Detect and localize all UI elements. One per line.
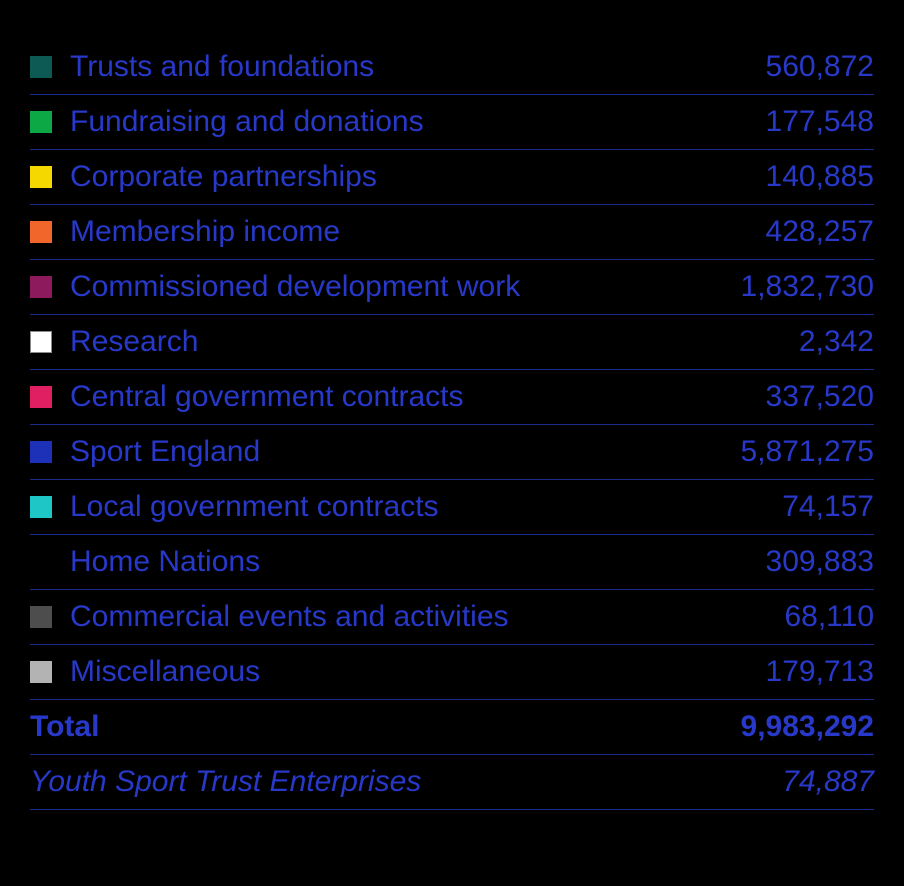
swatch-cell (30, 221, 70, 243)
swatch-cell (30, 111, 70, 133)
color-swatch (30, 386, 52, 408)
swatch-cell (30, 331, 70, 353)
row-value: 5,871,275 (714, 435, 874, 469)
row-label: Sport England (70, 435, 714, 469)
row-label: Research (70, 325, 714, 359)
row-value: 140,885 (714, 160, 874, 194)
color-swatch (30, 331, 52, 353)
color-swatch (30, 276, 52, 298)
table-row: Membership income428,257 (30, 205, 874, 260)
table-row: Sport England5,871,275 (30, 425, 874, 480)
row-value: 309,883 (714, 545, 874, 579)
table-row: Fundraising and donations177,548 (30, 95, 874, 150)
row-value: 337,520 (714, 380, 874, 414)
table-row: Commercial events and activities68,110 (30, 590, 874, 645)
row-label: Fundraising and donations (70, 105, 714, 139)
row-value: 177,548 (714, 105, 874, 139)
color-swatch (30, 221, 52, 243)
swatch-cell (30, 276, 70, 298)
table-row: Miscellaneous179,713 (30, 645, 874, 700)
table-row: Central government contracts337,520 (30, 370, 874, 425)
table-row: Trusts and foundations560,872 (30, 40, 874, 95)
footer-label: Youth Sport Trust Enterprises (30, 765, 714, 799)
color-swatch (30, 441, 52, 463)
color-swatch (30, 166, 52, 188)
income-table: Trusts and foundations560,872Fundraising… (30, 40, 874, 810)
row-value: 2,342 (714, 325, 874, 359)
footer-value: 74,887 (714, 765, 874, 799)
swatch-cell (30, 441, 70, 463)
table-row: Corporate partnerships140,885 (30, 150, 874, 205)
table-row: Local government contracts74,157 (30, 480, 874, 535)
swatch-cell (30, 56, 70, 78)
row-label: Central government contracts (70, 380, 714, 414)
row-label: Local government contracts (70, 490, 714, 524)
total-value: 9,983,292 (714, 710, 874, 744)
color-swatch (30, 496, 52, 518)
row-label: Commissioned development work (70, 270, 714, 304)
swatch-cell (30, 606, 70, 628)
swatch-cell (30, 386, 70, 408)
row-label: Home Nations (70, 545, 714, 579)
swatch-cell (30, 661, 70, 683)
row-label: Miscellaneous (70, 655, 714, 689)
total-label: Total (30, 710, 714, 744)
color-swatch (30, 56, 52, 78)
row-value: 560,872 (714, 50, 874, 84)
color-swatch (30, 661, 52, 683)
row-value: 1,832,730 (714, 270, 874, 304)
row-label: Trusts and foundations (70, 50, 714, 84)
row-value: 74,157 (714, 490, 874, 524)
table-row: Commissioned development work1,832,730 (30, 260, 874, 315)
row-label: Corporate partnerships (70, 160, 714, 194)
row-value: 68,110 (714, 600, 874, 634)
color-swatch (30, 606, 52, 628)
table-row: Home Nations309,883 (30, 535, 874, 590)
total-row: Total 9,983,292 (30, 700, 874, 755)
table-row: Research2,342 (30, 315, 874, 370)
color-swatch (30, 111, 52, 133)
row-value: 428,257 (714, 215, 874, 249)
footer-row: Youth Sport Trust Enterprises 74,887 (30, 755, 874, 810)
row-label: Commercial events and activities (70, 600, 714, 634)
swatch-cell (30, 496, 70, 518)
row-label: Membership income (70, 215, 714, 249)
swatch-cell (30, 166, 70, 188)
row-value: 179,713 (714, 655, 874, 689)
